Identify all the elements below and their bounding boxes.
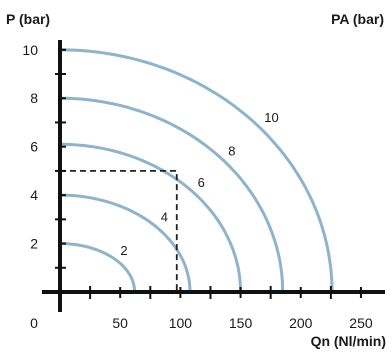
- label-group: P (bar) PA (bar) Qn (Nl/min) 0: [6, 11, 386, 349]
- x-tick-label-250: 250: [349, 315, 373, 331]
- curve-8: [58, 96, 285, 294]
- reference-dashed-line: [60, 169, 178, 292]
- curve-group: 2 4 6 8 10: [58, 48, 334, 294]
- x-tick-label-200: 200: [289, 315, 313, 331]
- y-tick-label-4: 4: [30, 187, 38, 203]
- curve-label-6: 6: [198, 175, 205, 190]
- curve-10: [58, 48, 334, 294]
- x-axis-title: Qn (Nl/min): [311, 333, 386, 349]
- curve-2: [58, 242, 137, 294]
- curve-6: [58, 142, 243, 294]
- y-tick-label-6: 6: [30, 139, 38, 155]
- y-tick-label-8: 8: [30, 90, 38, 106]
- y-tick-label-10: 10: [22, 42, 38, 58]
- reference-lines: [60, 169, 178, 292]
- curve-4: [58, 193, 192, 294]
- y-tick-label-2: 2: [30, 236, 38, 252]
- origin-label: 0: [30, 315, 38, 331]
- curve-label-8: 8: [228, 143, 235, 158]
- curve-label-2: 2: [120, 243, 127, 258]
- x-tick-label-150: 150: [229, 315, 253, 331]
- x-tick-label-100: 100: [169, 315, 193, 331]
- curve-label-10: 10: [264, 110, 278, 125]
- y-axis-title: P (bar): [6, 11, 50, 27]
- curve-label-4: 4: [161, 210, 168, 225]
- corner-label: PA (bar): [331, 11, 384, 27]
- x-tick-label-50: 50: [112, 315, 128, 331]
